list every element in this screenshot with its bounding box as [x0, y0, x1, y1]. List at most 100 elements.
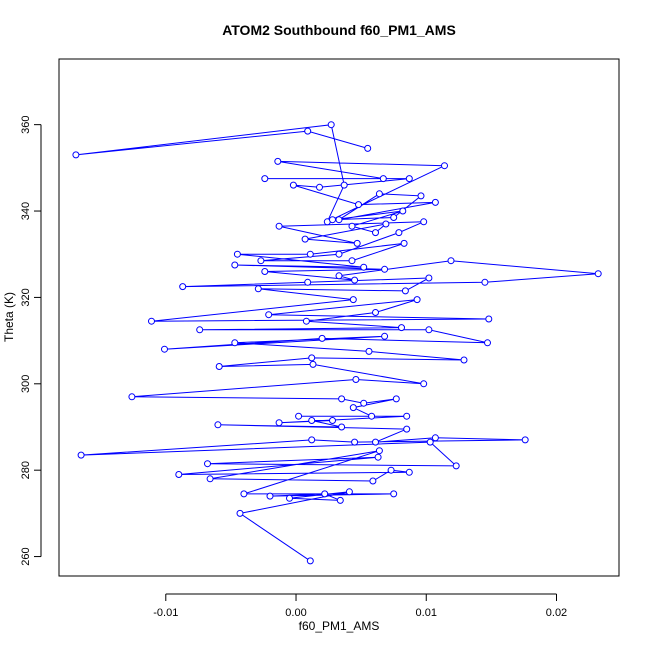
data-point: [327, 121, 335, 129]
data-point: [240, 490, 248, 498]
data-point: [481, 278, 489, 286]
data-point: [395, 229, 403, 237]
data-point: [398, 324, 405, 332]
data-point: [387, 466, 395, 474]
data-point: [360, 263, 368, 271]
data-point: [460, 356, 468, 364]
data-point: [318, 334, 326, 342]
y-axis: 260 280 300 320 340 360: [20, 115, 42, 566]
data-point: [355, 201, 362, 209]
data-point: [335, 216, 343, 224]
data-point: [275, 222, 283, 230]
data-point: [338, 395, 346, 403]
data-point: [381, 265, 389, 273]
data-point: [214, 421, 222, 429]
data-point: [274, 157, 282, 165]
data-point: [336, 496, 344, 504]
data-point: [148, 317, 155, 325]
x-tick-label: 0.01: [416, 607, 437, 619]
data-point: [390, 490, 398, 498]
data-point: [196, 326, 204, 334]
data-point: [372, 229, 379, 237]
y-tick-label: 340: [20, 202, 32, 220]
y-tick-label: 260: [20, 547, 32, 565]
data-point: [374, 453, 382, 461]
data-point: [231, 339, 239, 347]
series-line: [75, 124, 599, 562]
chart-title: ATOM2 Southbound f60_PM1_AMS: [222, 22, 456, 38]
data-point: [316, 183, 323, 191]
data-point: [231, 261, 239, 269]
data-point: [364, 144, 372, 152]
data-point: [302, 317, 310, 325]
data-point: [204, 460, 211, 468]
data-point: [348, 222, 356, 230]
data-point: [329, 417, 336, 424]
data-point: [329, 216, 336, 224]
data-point: [399, 207, 407, 215]
data-point: [368, 412, 376, 420]
data-point: [236, 509, 244, 517]
data-point: [484, 339, 491, 347]
data-point: [431, 434, 439, 442]
data-point: [431, 198, 439, 206]
data-point: [215, 363, 223, 370]
data-point: [420, 380, 428, 388]
y-tick-label: 360: [20, 115, 32, 133]
data-point: [372, 438, 379, 446]
data-point: [179, 283, 187, 291]
data-point: [286, 494, 293, 502]
data-point: [175, 471, 183, 478]
data-point: [321, 490, 329, 498]
data-point: [425, 274, 433, 282]
data-point: [308, 436, 316, 444]
data-point: [392, 395, 400, 403]
y-axis-label: Theta (K): [2, 292, 16, 342]
data-point: [304, 127, 312, 135]
data-point: [375, 190, 383, 198]
data-point: [351, 276, 359, 284]
data-point: [338, 423, 346, 431]
data-point: [335, 272, 343, 280]
data-point: [375, 447, 383, 455]
data-point: [352, 376, 360, 383]
data-point: [304, 278, 312, 286]
data-point: [72, 151, 80, 159]
data-point: [348, 257, 356, 265]
y-tick-label: 320: [20, 288, 32, 306]
data-point: [381, 332, 389, 340]
data-point: [594, 270, 602, 278]
data-point: [233, 250, 241, 258]
data-point: [353, 239, 361, 247]
data-point: [485, 315, 493, 323]
data-point: [382, 220, 390, 228]
data-point: [379, 175, 387, 183]
data-point: [306, 250, 314, 258]
data-point: [295, 412, 303, 420]
data-point: [128, 393, 136, 401]
data-point: [308, 354, 316, 362]
data-point: [405, 175, 413, 183]
data-point: [403, 412, 411, 420]
plot-frame: [58, 58, 620, 577]
data-point: [257, 257, 265, 265]
data-point: [372, 309, 379, 316]
data-point: [275, 419, 283, 427]
series-layer: [72, 121, 602, 565]
data-point: [417, 192, 425, 200]
data-point: [390, 214, 398, 221]
x-tick-label: 0.02: [546, 607, 567, 619]
data-point: [521, 436, 529, 444]
x-axis: -0.01 0.00 0.01 0.02: [153, 593, 567, 619]
data-point: [265, 311, 273, 319]
data-point: [261, 268, 269, 275]
data-point: [369, 477, 377, 485]
data-point: [254, 285, 262, 293]
x-tick-label: -0.01: [153, 607, 178, 619]
data-point: [405, 468, 413, 476]
data-point: [425, 326, 433, 334]
data-point: [266, 492, 274, 500]
x-axis-label: f60_PM1_AMS: [299, 619, 380, 633]
